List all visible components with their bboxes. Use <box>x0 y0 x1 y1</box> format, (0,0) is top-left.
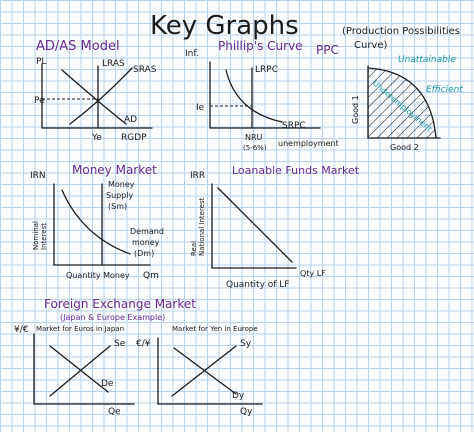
adas-lras-label: LRAS <box>102 59 125 69</box>
lf-y-label-line2: National Interest <box>198 197 206 256</box>
adas-pe-label: Pe <box>34 96 45 106</box>
forex-left-axes <box>33 333 135 405</box>
money-axes <box>53 183 151 266</box>
forex-left-supply-label: Se <box>114 339 126 349</box>
ppc-title: PPC <box>316 43 339 57</box>
forex-title: Foreign Exchange Market <box>44 297 196 311</box>
money-x-label: Quantity Money <box>66 271 130 280</box>
money-y-short-label: IRN <box>30 171 46 181</box>
money-market-title: Money Market <box>72 163 157 177</box>
money-demand-label-1: Demand <box>130 227 164 236</box>
phillips-axes <box>209 61 321 129</box>
forex-yen-graph: €/¥ Market for Yen in Europe Sy Dy Qy <box>136 325 263 417</box>
forex-left-demand-label: De <box>101 379 114 389</box>
forex-subtitle: (Japan & Europe Example) <box>60 313 165 322</box>
phillips-y-label: Inf. <box>185 49 199 59</box>
adas-graph: AD/AS Model PL LRAS SRAS AD Pe Ye RGDP <box>34 39 157 143</box>
phillips-srpc-label: SRPC <box>282 121 306 131</box>
adas-sras-label: SRAS <box>133 65 157 75</box>
phillips-lrpc-label: LRPC <box>255 65 278 75</box>
forex-left-y-label: ¥/€ <box>14 325 29 335</box>
money-demand-curve <box>61 189 131 255</box>
money-market-graph: IRN Money Market Nominal Interest Money … <box>30 163 164 281</box>
lf-x-short-label: Qty LF <box>300 269 326 278</box>
forex-left-x-label: Qe <box>108 407 121 417</box>
money-y-label-line2: Interest <box>40 223 48 250</box>
forex-right-x-label: Qy <box>240 407 253 417</box>
ppc-y-label: Good 1 <box>351 95 360 124</box>
money-demand-label-3: (Dm) <box>134 249 154 258</box>
ppc-efficient-label: Efficient <box>426 85 463 95</box>
money-supply-label-1: Money <box>108 180 135 189</box>
money-y-label-line1: Nominal <box>32 221 40 250</box>
phillips-ie-label: Ie <box>196 103 205 113</box>
forex-right-axes <box>157 337 263 405</box>
phillips-nru-label: NRU <box>245 133 263 142</box>
lf-x-label: Quantity of LF <box>226 280 289 290</box>
ppc-axes <box>367 65 441 139</box>
ppc-x-label: Good 2 <box>390 143 419 152</box>
forex-right-y-label: €/¥ <box>136 339 151 349</box>
forex-euros-graph: ¥/€ Market for Euros in Japan Se De Qe <box>14 325 135 417</box>
phillips-nru-range: (5-6%) <box>243 144 267 152</box>
lf-axes <box>211 183 297 269</box>
lf-y-label-line1: Real <box>190 241 198 256</box>
forex-right-demand-label: Dy <box>232 391 245 401</box>
adas-ad-curve <box>61 69 127 125</box>
money-x-short-label: Qm <box>143 271 159 281</box>
money-demand-label-2: money <box>132 238 160 247</box>
ppc-unattainable-label: Unattainable <box>398 55 456 65</box>
adas-axes <box>41 63 153 129</box>
page-title: Key Graphs <box>150 11 299 41</box>
forex-left-caption: Market for Euros in Japan <box>36 325 124 333</box>
phillips-srpc-curve <box>225 69 283 123</box>
phillips-x-label: unemployment <box>278 139 339 148</box>
adas-sras-curve <box>69 67 133 125</box>
forex-left-supply-line <box>49 345 111 397</box>
forex-right-demand-line <box>173 347 237 395</box>
ppc-graph: PPC (Production Possibilities Curve) Una… <box>316 26 463 152</box>
adas-ad-label: AD <box>124 115 137 125</box>
lf-title: Loanable Funds Market <box>232 164 360 177</box>
adas-title: AD/AS Model <box>36 39 120 54</box>
forex-right-supply-label: Sy <box>240 339 252 349</box>
forex-right-caption: Market for Yen in Europe <box>172 325 258 333</box>
forex-left-demand-line <box>49 345 109 393</box>
phillips-graph: Inf. Phillip's Curve LRPC SRPC Ie NRU (5… <box>185 39 339 152</box>
adas-y-label: PL <box>36 57 46 67</box>
money-supply-label-2: Supply <box>106 191 134 200</box>
ppc-frontier-curve <box>367 67 437 139</box>
lf-demand-line <box>217 187 293 263</box>
lf-y-short-label: IRR <box>190 171 205 181</box>
ppc-subtitle-line2: Curve) <box>354 40 388 51</box>
adas-ye-label: Ye <box>91 133 102 143</box>
ppc-subtitle-line1: (Production Possibilities <box>342 26 460 37</box>
phillips-title: Phillip's Curve <box>218 39 303 53</box>
ppc-underemployment-region <box>368 68 436 138</box>
forex-section: Foreign Exchange Market (Japan & Europe … <box>14 297 263 417</box>
money-supply-label-3: (Sm) <box>108 202 127 211</box>
loanable-funds-graph: IRR Loanable Funds Market Real National … <box>190 164 360 290</box>
adas-x-label: RGDP <box>121 133 147 143</box>
